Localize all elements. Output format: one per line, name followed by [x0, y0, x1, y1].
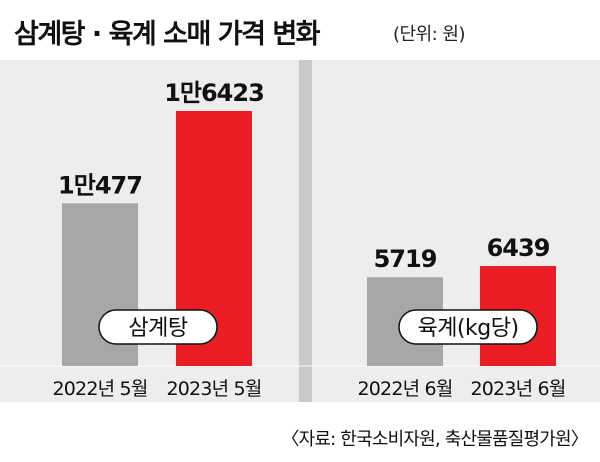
group-label: 육계(kg당)	[417, 316, 518, 341]
data-label: 1만477	[58, 171, 142, 199]
x-tick-label: 2023년 6월	[470, 378, 565, 400]
panel-divider	[299, 60, 312, 402]
group-label: 삼계탕	[128, 316, 187, 341]
data-label: 6439	[487, 234, 550, 262]
x-tick-label: 2022년 6월	[357, 378, 452, 400]
x-tick-label: 2022년 5월	[52, 378, 147, 400]
source-note: 〈자료: 한국소비자원, 축산물품질평가원〉	[281, 429, 588, 450]
data-label: 5719	[374, 245, 437, 273]
data-label: 1만6423	[164, 79, 264, 107]
chart-title: 삼계탕 · 육계 소매 가격 변화	[14, 19, 321, 50]
group-label-pill	[98, 309, 218, 345]
group-label-pill	[398, 309, 538, 345]
x-tick-label: 2023년 5월	[166, 378, 261, 400]
unit-label: (단위: 원)	[393, 24, 466, 45]
